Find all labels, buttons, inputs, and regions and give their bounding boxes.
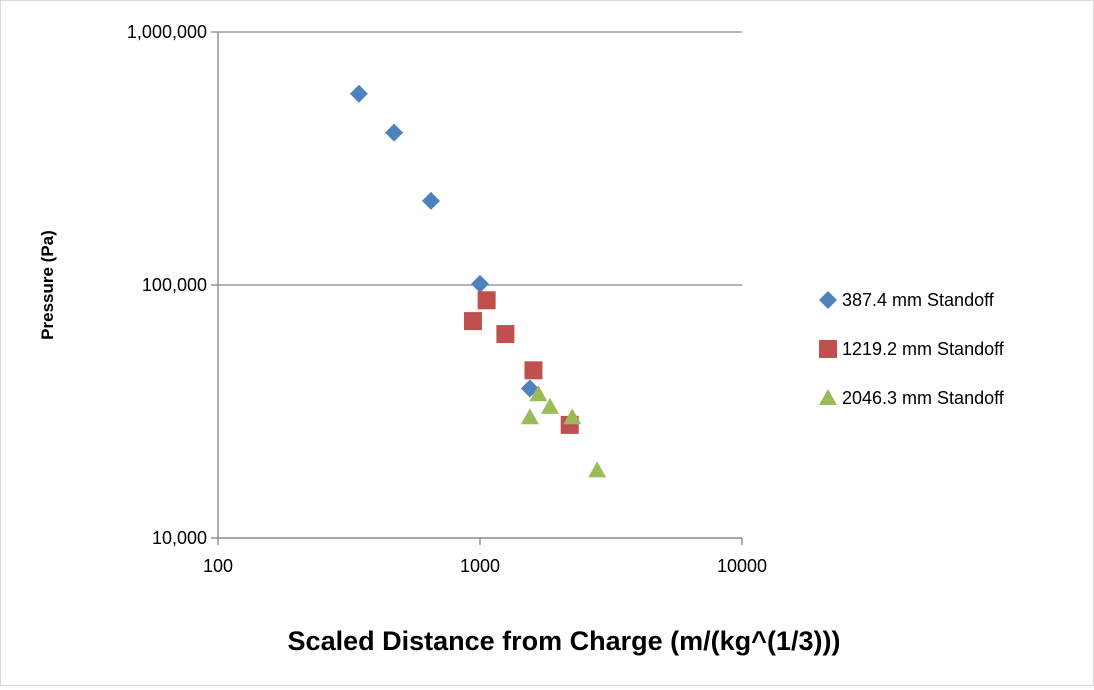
- data-points: [349, 84, 607, 478]
- point-series-3-1: [529, 385, 548, 402]
- tick-labels: 10,000 100,000 1,000,000 100 1000 10000: [127, 22, 767, 576]
- series-1: [349, 84, 539, 398]
- point-series-1-2: [421, 191, 440, 210]
- x-tick-label-2: 10000: [717, 556, 767, 576]
- point-series-3-0: [520, 408, 539, 425]
- axes: [211, 31, 743, 545]
- point-series-3-3: [563, 408, 582, 425]
- x-axis-title: Scaled Distance from Charge (m/(kg^(1/3)…: [288, 626, 841, 656]
- point-series-2-2: [496, 325, 515, 344]
- legend-item-1: 387.4 mm Standoff: [819, 290, 995, 310]
- legend: 387.4 mm Standoff 1219.2 mm Standoff 2046.…: [819, 290, 1005, 408]
- legend-label-3: 2046.3 mm Standoff: [842, 388, 1005, 408]
- legend-item-2: 1219.2 mm Standoff: [819, 339, 1005, 359]
- series-3: [520, 385, 607, 478]
- y-axis-title: Pressure (Pa): [38, 230, 57, 340]
- series-2: [463, 291, 579, 434]
- legend-item-3: 2046.3 mm Standoff: [819, 388, 1005, 408]
- x-tick-label-0: 100: [203, 556, 233, 576]
- legend-label-1: 387.4 mm Standoff: [842, 290, 995, 310]
- point-series-1-0: [349, 84, 368, 103]
- point-series-2-1: [477, 291, 496, 310]
- point-series-1-3: [471, 274, 489, 293]
- y-tick-label-2: 1,000,000: [127, 22, 207, 42]
- x-tick-label-1: 1000: [460, 556, 500, 576]
- y-tick-label-0: 10,000: [152, 528, 207, 548]
- point-series-1-1: [385, 123, 404, 142]
- point-series-2-0: [463, 312, 482, 331]
- y-tick-label-1: 100,000: [142, 275, 207, 295]
- point-series-3-4: [588, 461, 607, 478]
- point-series-3-2: [540, 397, 559, 414]
- legend-marker-1: [819, 291, 837, 309]
- legend-marker-3: [819, 389, 837, 405]
- legend-label-2: 1219.2 mm Standoff: [842, 339, 1005, 359]
- point-series-2-3: [524, 361, 543, 380]
- legend-marker-2: [819, 340, 837, 358]
